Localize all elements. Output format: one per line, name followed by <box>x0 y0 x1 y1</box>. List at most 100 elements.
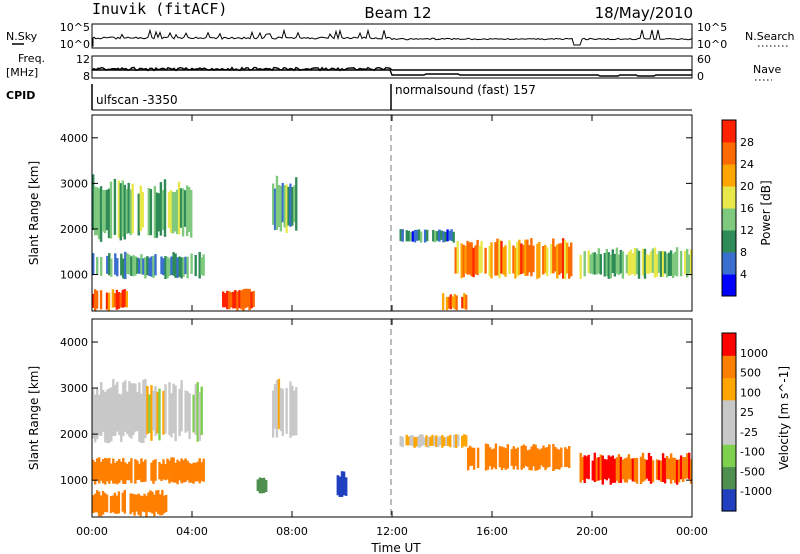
heatmap-cell <box>184 390 187 433</box>
heatmap-cell <box>443 437 446 446</box>
heatmap-cell <box>615 247 619 274</box>
heatmap-cell <box>522 444 525 469</box>
heatmap-cell <box>236 291 239 311</box>
heatmap-cell <box>146 386 149 435</box>
colorbar-tick-label: 500 <box>740 367 761 380</box>
heatmap-cell <box>104 392 107 443</box>
heatmap-cell <box>423 437 426 446</box>
heatmap-cell <box>530 446 533 471</box>
station-title: Inuvik (fitACF) <box>92 0 227 18</box>
heatmap-cell <box>415 437 418 447</box>
heatmap-cell <box>105 494 109 513</box>
heatmap-cell <box>536 448 539 471</box>
heatmap-cell <box>97 491 101 517</box>
heatmap-cell <box>176 459 179 485</box>
heatmap-cell <box>155 490 158 512</box>
heatmap-cell <box>472 247 475 278</box>
heatmap-cell <box>450 229 453 241</box>
heatmap-cell <box>603 459 606 479</box>
heatmap-cell <box>226 290 229 310</box>
heatmap-cell <box>465 294 468 310</box>
heatmap-cell <box>538 242 541 278</box>
heatmap-cell <box>442 293 445 310</box>
heatmap-cell <box>180 380 183 432</box>
heatmap-cell <box>562 238 565 279</box>
heatmap-cell <box>112 379 115 437</box>
colorbar-tick-label: 100 <box>740 386 761 399</box>
colorbar-swatch <box>722 252 736 275</box>
heatmap-cell <box>484 247 487 274</box>
heatmap-cell <box>556 244 559 279</box>
heatmap-cell <box>490 242 493 279</box>
heatmap-cell <box>435 435 438 447</box>
heatmap-cell <box>198 252 201 279</box>
heatmap-cell <box>164 256 167 279</box>
x-tick-label: 08:00 <box>276 525 308 538</box>
heatmap-cell <box>126 253 129 274</box>
heatmap-cell <box>130 383 133 439</box>
heatmap-cell <box>222 291 225 308</box>
y-tick-label: 4000 <box>60 336 88 349</box>
heatmap-cell <box>476 447 480 468</box>
colorbar-swatch <box>722 466 736 490</box>
cpid-segment-2: normalsound (fast) 157 <box>395 83 536 97</box>
heatmap-cell <box>444 231 447 242</box>
heatmap-cell <box>520 445 523 470</box>
heatmap-cell <box>645 254 649 274</box>
heatmap-cell <box>287 186 290 226</box>
heatmap-cell <box>619 456 623 483</box>
heatmap-cell <box>100 382 103 436</box>
heatmap-cell <box>256 479 260 492</box>
heatmap-cell <box>120 461 123 481</box>
heatmap-cell <box>669 453 673 484</box>
heatmap-cell <box>613 458 617 483</box>
heatmap-cell <box>142 258 145 275</box>
heatmap-cell <box>437 437 440 447</box>
heatmap-cell <box>115 495 119 514</box>
heatmap-cell <box>421 434 424 446</box>
time-axis-label: Time UT <box>370 541 421 554</box>
heatmap-cell <box>180 257 183 279</box>
heatmap-cell <box>452 231 455 243</box>
heatmap-cell <box>186 185 189 237</box>
heatmap-cell <box>548 444 551 467</box>
heatmap-cell <box>413 436 416 448</box>
heatmap-cell <box>447 436 450 446</box>
heatmap-cell <box>449 434 452 448</box>
heatmap-cell <box>544 447 547 471</box>
colorbar-tick-label: -500 <box>740 465 765 478</box>
heatmap-cell <box>100 461 103 481</box>
colorbar-swatch <box>722 488 736 512</box>
heatmap-cell <box>95 490 99 513</box>
heatmap-cell <box>94 493 97 513</box>
heatmap-cell <box>455 434 458 448</box>
heatmap-cell <box>587 250 590 274</box>
heatmap-cell <box>558 449 561 470</box>
heatmap-cell <box>281 388 284 437</box>
heatmap-cell <box>174 462 177 483</box>
heatmap-cell <box>121 180 124 237</box>
heatmap-cell <box>262 477 266 493</box>
heatmap-cell <box>150 256 153 277</box>
noise-right-tick-top: 10^5 <box>697 21 727 34</box>
heatmap-cell <box>585 456 588 479</box>
heatmap-cell <box>688 452 691 480</box>
heatmap-cell <box>468 242 471 275</box>
heatmap-cell <box>98 457 101 484</box>
colorbar-swatch <box>722 164 736 187</box>
heatmap-cell <box>591 460 594 481</box>
heatmap-cell <box>252 291 255 307</box>
heatmap-cell <box>166 458 169 480</box>
heatmap-cell <box>442 231 445 243</box>
heatmap-cell <box>149 189 153 236</box>
colorbar-tick-label: 24 <box>740 158 754 171</box>
heatmap-cell <box>177 181 181 235</box>
heatmap-cell <box>688 254 691 274</box>
heatmap-cell <box>607 455 610 479</box>
heatmap-cell <box>411 435 414 447</box>
heatmap-cell <box>546 247 549 277</box>
heatmap-cell <box>605 459 608 481</box>
heatmap-cell <box>188 187 191 232</box>
heatmap-cell <box>675 247 679 277</box>
heatmap-cell <box>607 252 610 279</box>
